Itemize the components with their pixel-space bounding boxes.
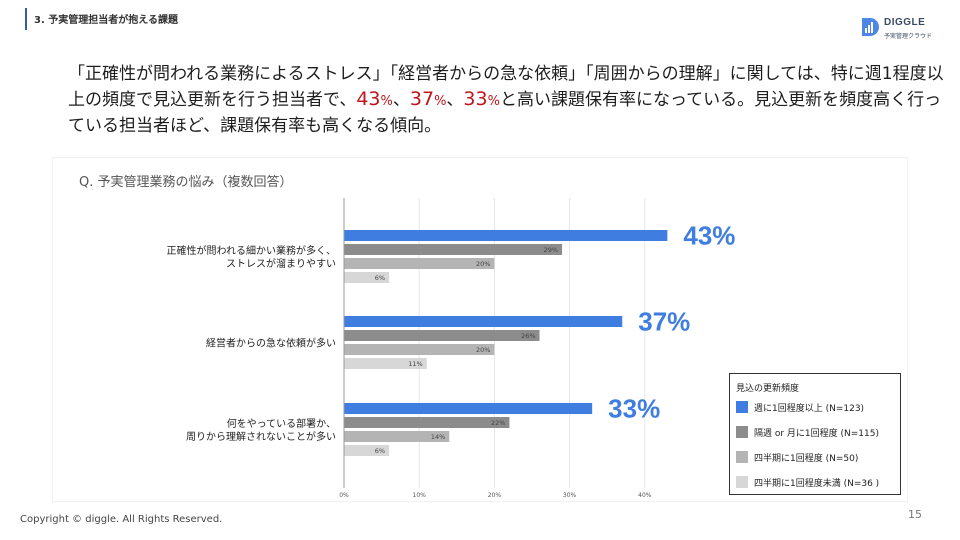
bar-value-label: 22% — [491, 419, 505, 427]
highlight-37: 37% — [409, 88, 447, 110]
legend-label: 週に1回程度以上 (N=123) — [754, 403, 865, 414]
legend-label: 四半期に1回程度 (N=50) — [754, 453, 859, 464]
bar-3-series-3 — [344, 431, 450, 442]
bar-3-series-2 — [344, 417, 510, 428]
lead-separator: 、 — [446, 90, 464, 110]
highlight-33: 33% — [463, 88, 500, 110]
bar-chart: 0% 10% 20% 30% 40% 43% 29% 20% 6% 正確性が問われる細かい業務が多… — [167, 198, 735, 499]
legend-item: 週に1回程度以上 (N=123) — [736, 400, 864, 414]
bar-value-label: 33% — [608, 394, 660, 424]
bar-1-series-1 — [344, 230, 668, 241]
lead-text-2: と高い課題保有率になっている。見込更新を頻度高く行っている担当者ほど、課題保有率… — [68, 90, 942, 136]
lead-text-1: 「正確性が問われる業務によるストレス」「経営者からの急な依頼」「周囲からの理解」… — [68, 64, 944, 110]
category-label: 何をやっている部署か、 — [227, 417, 336, 430]
category-label: ストレスが溜まりやすい — [226, 257, 336, 270]
lead-separator: 、 — [392, 90, 410, 110]
x-tick-label: 10% — [413, 492, 427, 499]
bar-1-series-4 — [344, 272, 390, 283]
copyright: Copyright © diggle. All Rights Reserved. — [20, 514, 223, 525]
bar-2-series-4 — [344, 358, 427, 369]
category-label: 周りから理解されないことが多い — [186, 430, 336, 443]
logo-name: DIGGLE — [884, 17, 926, 28]
bar-2-series-3 — [344, 344, 495, 355]
bar-value-label: 14% — [431, 433, 445, 441]
legend-item: 隔週 or 月に1回程度 (N=115) — [736, 425, 879, 439]
category-label: 正確性が問われる細かい業務が多く、 — [167, 244, 337, 257]
bar-value-label: 20% — [476, 346, 490, 354]
x-tick-label: 30% — [563, 492, 577, 499]
legend-item: 四半期に1回程度未満 (N=36 ) — [736, 475, 879, 489]
legend-item: 四半期に1回程度 (N=50) — [736, 450, 858, 464]
diggle-logo-icon — [862, 18, 879, 36]
highlight-43: 43% — [356, 88, 393, 110]
bar-1-series-3 — [344, 258, 495, 269]
bar-2-series-2 — [344, 330, 540, 341]
section-title: 3. 予実管理担当者が抱える課題 — [34, 15, 178, 26]
bar-value-label: 11% — [408, 360, 422, 368]
bar-3-series-4 — [344, 445, 390, 456]
x-tick-label: 0% — [339, 492, 349, 499]
x-tick-label: 20% — [488, 492, 502, 499]
bar-value-label: 6% — [375, 274, 385, 282]
page-number: 15 — [908, 508, 922, 521]
bar-value-label: 26% — [521, 332, 535, 340]
legend-label: 隔週 or 月に1回程度 (N=115) — [754, 428, 879, 439]
legend-label: 四半期に1回程度未満 (N=36 ) — [754, 478, 880, 489]
bar-value-label: 43% — [683, 221, 735, 251]
legend-swatch — [736, 426, 748, 438]
bar-value-label: 6% — [375, 447, 385, 455]
diggle-logo: DIGGLE 予実管理クラウド — [860, 16, 940, 46]
legend-swatch — [736, 451, 748, 463]
section-accent-bar — [25, 8, 27, 30]
legend-title: 見込の更新頻度 — [736, 384, 800, 394]
chart-panel: Q. 予実管理業務の悩み（複数回答） 0% 10% 20% 30% 40% 43% 29% 2… — [52, 157, 908, 502]
category-label: 経営者からの急な依頼が多い — [206, 337, 336, 350]
bar-value-label: 29% — [544, 246, 558, 254]
legend-swatch — [736, 476, 748, 488]
bar-1-series-2 — [344, 244, 563, 255]
bar-value-label: 20% — [476, 260, 490, 268]
bar-value-label: 37% — [638, 307, 690, 337]
bar-3-series-1 — [344, 403, 593, 414]
logo-subtitle: 予実管理クラウド — [884, 33, 933, 40]
chart-title: Q. 予実管理業務の悩み（複数回答） — [79, 175, 293, 190]
lead-paragraph: 「正確性が問われる業務によるストレス」「経営者からの急な依頼」「周囲からの理解」… — [68, 62, 948, 139]
chart-legend: 見込の更新頻度 週に1回程度以上 (N=123) 隔週 or 月に1回程度 (N=… — [729, 373, 901, 495]
x-tick-label: 40% — [638, 492, 652, 499]
legend-swatch — [736, 401, 748, 413]
bar-2-series-1 — [344, 316, 623, 327]
